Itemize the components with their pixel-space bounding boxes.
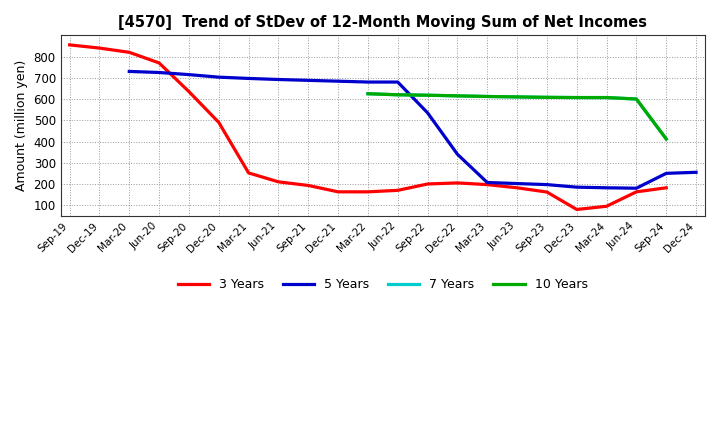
10 Years xyxy=(513,94,521,99)
3 Years xyxy=(364,189,372,194)
Title: [4570]  Trend of StDev of 12-Month Moving Sum of Net Incomes: [4570] Trend of StDev of 12-Month Moving… xyxy=(118,15,647,30)
3 Years xyxy=(184,89,193,94)
7 Years xyxy=(453,93,462,99)
5 Years xyxy=(513,181,521,186)
10 Years xyxy=(662,136,670,142)
7 Years xyxy=(393,92,402,97)
5 Years xyxy=(572,184,581,190)
5 Years xyxy=(692,170,701,175)
3 Years xyxy=(513,185,521,191)
5 Years xyxy=(184,72,193,77)
3 Years xyxy=(662,185,670,191)
3 Years xyxy=(274,179,283,184)
10 Years xyxy=(602,95,611,100)
5 Years xyxy=(125,69,134,74)
5 Years xyxy=(215,74,223,80)
3 Years xyxy=(215,120,223,125)
7 Years xyxy=(423,92,432,98)
7 Years xyxy=(513,94,521,99)
3 Years xyxy=(453,180,462,186)
7 Years xyxy=(602,95,611,100)
3 Years xyxy=(393,188,402,193)
10 Years xyxy=(364,91,372,96)
3 Years xyxy=(125,50,134,55)
7 Years xyxy=(543,95,552,100)
3 Years xyxy=(572,207,581,212)
Line: 10 Years: 10 Years xyxy=(368,94,666,139)
Legend: 3 Years, 5 Years, 7 Years, 10 Years: 3 Years, 5 Years, 7 Years, 10 Years xyxy=(173,273,593,296)
Line: 7 Years: 7 Years xyxy=(368,94,666,139)
5 Years xyxy=(423,110,432,115)
5 Years xyxy=(632,186,641,191)
5 Years xyxy=(334,79,343,84)
5 Years xyxy=(304,78,312,83)
7 Years xyxy=(483,94,492,99)
10 Years xyxy=(483,94,492,99)
5 Years xyxy=(244,76,253,81)
10 Years xyxy=(632,96,641,102)
3 Years xyxy=(632,189,641,194)
10 Years xyxy=(423,92,432,98)
3 Years xyxy=(244,170,253,176)
5 Years xyxy=(155,70,163,75)
3 Years xyxy=(304,183,312,188)
5 Years xyxy=(602,185,611,191)
5 Years xyxy=(393,79,402,84)
10 Years xyxy=(543,95,552,100)
10 Years xyxy=(453,93,462,99)
7 Years xyxy=(364,91,372,96)
3 Years xyxy=(155,60,163,66)
3 Years xyxy=(66,42,74,48)
3 Years xyxy=(95,45,104,51)
3 Years xyxy=(543,189,552,194)
7 Years xyxy=(632,96,641,102)
5 Years xyxy=(543,182,552,187)
3 Years xyxy=(334,189,343,194)
5 Years xyxy=(662,171,670,176)
Line: 5 Years: 5 Years xyxy=(130,71,696,188)
3 Years xyxy=(483,182,492,187)
Line: 3 Years: 3 Years xyxy=(70,45,666,209)
Y-axis label: Amount (million yen): Amount (million yen) xyxy=(15,60,28,191)
5 Years xyxy=(483,180,492,185)
5 Years xyxy=(453,152,462,157)
3 Years xyxy=(423,181,432,187)
5 Years xyxy=(364,79,372,84)
5 Years xyxy=(274,77,283,82)
3 Years xyxy=(602,204,611,209)
10 Years xyxy=(572,95,581,100)
7 Years xyxy=(572,95,581,100)
7 Years xyxy=(662,136,670,142)
10 Years xyxy=(393,92,402,97)
